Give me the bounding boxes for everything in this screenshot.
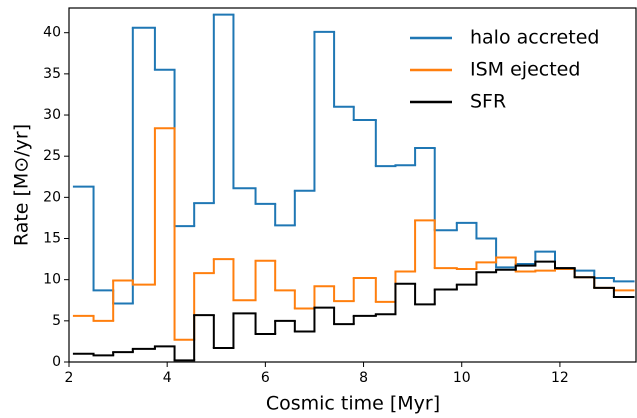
- y-tick-label: 30: [43, 107, 61, 123]
- y-tick-label: 20: [43, 189, 61, 205]
- y-tick-label: 40: [43, 25, 61, 41]
- legend-label: halo accreted: [470, 27, 599, 49]
- x-axis-label: Cosmic time [Myr]: [266, 393, 440, 415]
- legend-label: ISM ejected: [470, 59, 580, 81]
- y-tick-label: 15: [43, 231, 61, 247]
- y-tick-label: 10: [43, 272, 61, 288]
- plot-frame: [68, 7, 637, 363]
- y-tick-label: 5: [52, 313, 61, 329]
- legend-label: SFR: [470, 91, 506, 113]
- x-tick-label: 10: [453, 370, 471, 386]
- x-tick-label: 8: [359, 370, 368, 386]
- y-tick-label: 0: [52, 354, 61, 370]
- x-tick-label: 6: [261, 370, 270, 386]
- y-axis-label: Rate [M⊙/yr]: [11, 124, 33, 246]
- x-tick-label: 2: [65, 370, 74, 386]
- y-tick-label: 35: [43, 66, 61, 82]
- x-tick-label: 4: [163, 370, 172, 386]
- x-tick-label: 12: [551, 370, 569, 386]
- y-tick-label: 25: [43, 148, 61, 164]
